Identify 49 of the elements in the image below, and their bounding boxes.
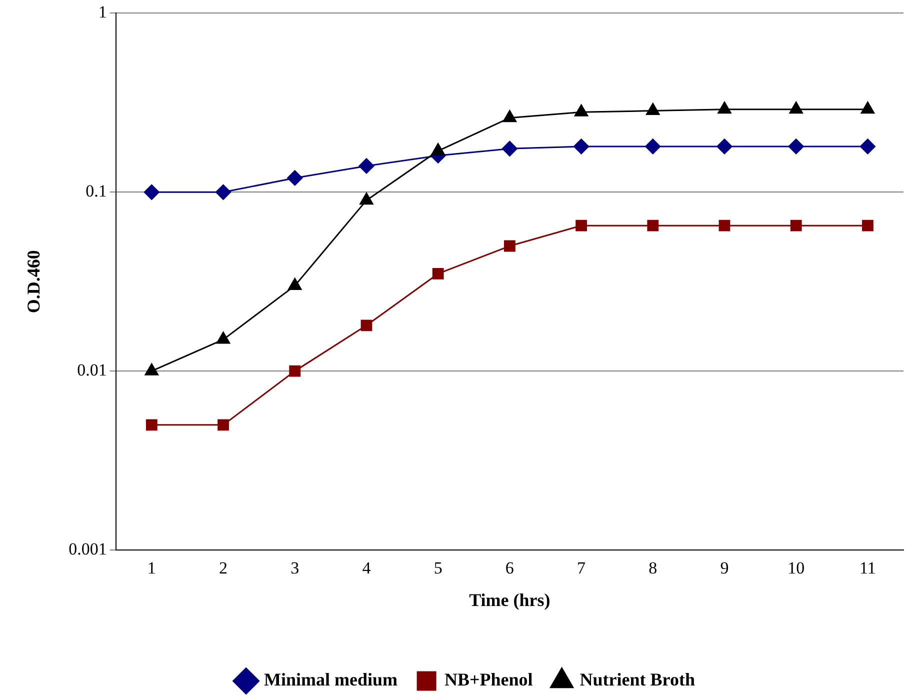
x-tick-label: 1 [147, 558, 156, 578]
point [646, 102, 660, 115]
point [647, 220, 659, 232]
point [360, 192, 374, 205]
point [860, 102, 875, 114]
point [574, 104, 588, 116]
legend-label: Nutrient Broth [580, 670, 695, 690]
point [574, 138, 590, 154]
x-tick-label: 5 [434, 558, 442, 578]
point [146, 419, 158, 431]
point [218, 419, 229, 431]
x-tick-label: 4 [362, 558, 372, 578]
x-tick-label: 7 [577, 558, 586, 578]
point [718, 220, 730, 232]
y-tick-label: 0.01 [77, 360, 107, 380]
point [502, 110, 516, 122]
point [788, 138, 804, 154]
x-axis-title: Time (hrs) [469, 590, 550, 610]
point [360, 320, 372, 332]
point [502, 140, 518, 156]
x-tick-label: 6 [505, 558, 514, 578]
point [790, 220, 802, 232]
point [287, 170, 303, 186]
point [789, 102, 803, 114]
point [431, 143, 445, 156]
point [358, 158, 374, 174]
x-tick-label: 3 [290, 558, 300, 578]
y-axis-title: O.D.460 [23, 250, 44, 314]
x-tick-label: 8 [648, 558, 658, 578]
point [144, 184, 160, 200]
point [645, 138, 661, 154]
x-tick-label: 10 [788, 558, 805, 578]
point [860, 138, 876, 154]
legend-label: NB+Phenol [444, 670, 533, 690]
point [576, 220, 587, 232]
y-tick-label: 0.001 [68, 539, 107, 558]
x-tick-label: 9 [720, 558, 729, 578]
y-tick-label: 0.1 [86, 182, 107, 201]
point [718, 102, 732, 114]
point [432, 268, 444, 280]
point [862, 220, 874, 232]
y-tick-label: 1 [98, 2, 107, 22]
legend-label: Minimal medium [264, 670, 398, 690]
point [504, 240, 516, 252]
x-tick-label: 11 [860, 558, 876, 578]
x-tick-label: 2 [219, 558, 228, 578]
point [216, 184, 232, 200]
point [716, 138, 732, 154]
point [289, 365, 301, 377]
